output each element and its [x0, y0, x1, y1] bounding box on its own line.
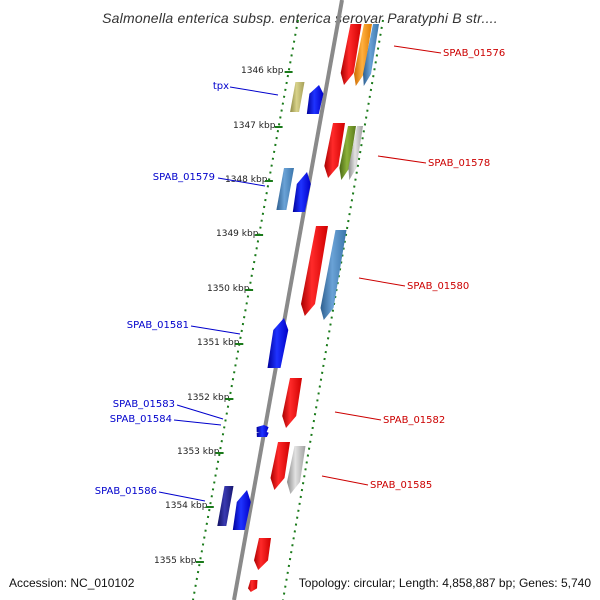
- kbp-label-1346: 1346 kbp: [241, 66, 284, 76]
- connector-spab-01584: [173, 419, 222, 426]
- connector-spab-01581: [190, 325, 241, 335]
- gene-label-spab-01584[interactable]: SPAB_01584: [110, 414, 172, 425]
- gene-tpx-b[interactable]: [306, 85, 324, 114]
- gene-label-spab-01582[interactable]: SPAB_01582: [383, 415, 445, 426]
- gene-spab-01579-b[interactable]: [292, 172, 311, 212]
- kbp-label-1351: 1351 kbp: [197, 338, 240, 348]
- gene-spab-01576-b[interactable]: [354, 24, 372, 86]
- gene-spab-01585-a[interactable]: [270, 442, 291, 490]
- gene-spab-01576-a[interactable]: [340, 24, 362, 85]
- gene-spab-01580-b[interactable]: [320, 230, 347, 320]
- connector-spab-01583: [176, 404, 224, 420]
- gene-spab-01583[interactable]: [256, 425, 269, 432]
- left-label-connectors: [158, 86, 279, 502]
- kbp-label-1347: 1347 kbp: [233, 121, 276, 131]
- map-title: Salmonella enterica subsp. enterica sero…: [102, 10, 498, 26]
- genome-backbone: [232, 0, 344, 600]
- right-labels: SPAB_01576 SPAB_01578 SPAB_01580 SPAB_01…: [370, 48, 505, 491]
- gene-spab-01588[interactable]: [248, 580, 258, 592]
- kbp-label-1349: 1349 kbp: [216, 229, 259, 239]
- connector-spab-01578: [377, 155, 427, 164]
- kbp-label-1355: 1355 kbp: [154, 556, 197, 566]
- gene-spab-01587[interactable]: [254, 538, 271, 570]
- tick-track-left: [192, 19, 299, 600]
- kbp-label-1348: 1348 kbp: [225, 175, 268, 185]
- gene-spab-01586-b[interactable]: [232, 490, 251, 530]
- gene-label-spab-01576[interactable]: SPAB_01576: [443, 48, 505, 59]
- gene-spab-01586-a[interactable]: [217, 486, 234, 526]
- gene-label-tpx[interactable]: tpx: [213, 81, 229, 92]
- gene-spab-01580-a[interactable]: [301, 226, 328, 316]
- connector-spab-01582: [334, 411, 382, 421]
- kbp-label-1354: 1354 kbp: [165, 501, 208, 511]
- gene-label-spab-01585[interactable]: SPAB_01585: [370, 480, 432, 491]
- gene-label-spab-01581[interactable]: SPAB_01581: [127, 320, 189, 331]
- connector-spab-01586: [158, 491, 206, 502]
- gene-spab-01585-b[interactable]: [287, 446, 306, 494]
- gene-features: [217, 24, 379, 592]
- gene-spab-01584[interactable]: [256, 431, 269, 437]
- gene-label-spab-01578[interactable]: SPAB_01578: [428, 158, 490, 169]
- connector-spab-01585: [321, 475, 369, 486]
- gene-spab-01579-a[interactable]: [276, 168, 294, 210]
- tick-track-right: [282, 19, 384, 600]
- genome-summary-text: Topology: circular; Length: 4,858,887 bp…: [298, 576, 591, 590]
- right-label-connectors: [321, 45, 442, 486]
- gene-spab-01578-a[interactable]: [339, 126, 356, 180]
- gene-spab-01578-b[interactable]: [348, 126, 363, 180]
- kbp-tick-labels: 1346 kbp 1347 kbp 1348 kbp 1349 kbp 1350…: [154, 66, 284, 566]
- gene-spab-01576-c[interactable]: [363, 24, 379, 86]
- kbp-label-1353: 1353 kbp: [177, 447, 220, 457]
- kbp-tick-marks: [195, 71, 293, 563]
- connector-spab-01576: [393, 45, 442, 54]
- gene-label-spab-01580[interactable]: SPAB_01580: [407, 281, 469, 292]
- gene-label-spab-01579[interactable]: SPAB_01579: [153, 172, 215, 183]
- gene-spab-01577[interactable]: [324, 123, 345, 178]
- gene-tpx-a[interactable]: [290, 82, 305, 112]
- kbp-label-1352: 1352 kbp: [187, 393, 230, 403]
- left-labels: tpx SPAB_01579 SPAB_01581 SPAB_01583 SPA…: [95, 81, 229, 497]
- gene-label-spab-01586[interactable]: SPAB_01586: [95, 486, 157, 497]
- kbp-label-1350: 1350 kbp: [207, 284, 250, 294]
- gene-spab-01582[interactable]: [282, 378, 302, 428]
- accession-text: Accession: NC_010102: [9, 576, 135, 590]
- gene-spab-01581[interactable]: [267, 318, 289, 368]
- gene-label-spab-01583[interactable]: SPAB_01583: [113, 399, 175, 410]
- connector-spab-01580: [358, 277, 406, 287]
- connector-tpx: [229, 86, 279, 96]
- connector-spab-01579: [217, 177, 266, 187]
